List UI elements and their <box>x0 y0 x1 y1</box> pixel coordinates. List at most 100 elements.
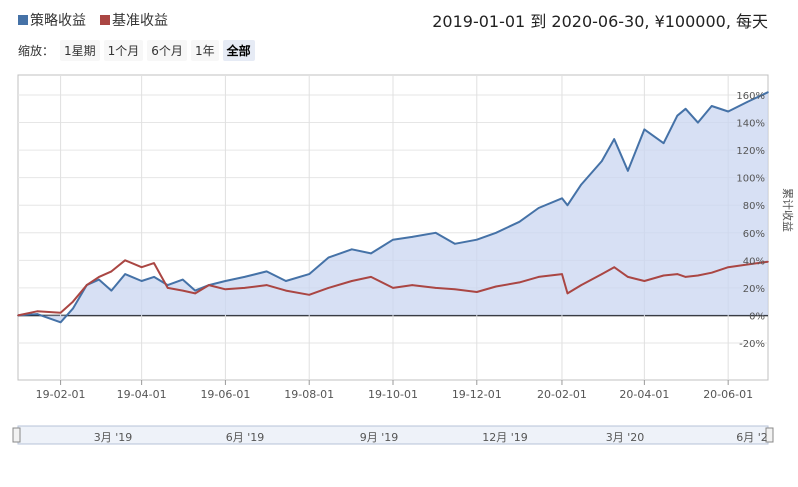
range-info: 2019-01-01 到 2020-06-30, ¥100000, 每天 <box>432 12 768 31</box>
x-tick-label: 19-12-01 <box>452 388 502 401</box>
strategy-point <box>710 105 713 107</box>
strategy-point <box>627 170 629 172</box>
strategy-point <box>537 207 540 209</box>
strategy-point <box>495 232 497 234</box>
x-tick-label: 20-04-01 <box>619 388 669 401</box>
strategy-point <box>285 280 287 282</box>
zoom-bar: 缩放： 1星期 1个月 6个月 1年 全部 <box>18 40 255 61</box>
strategy-point <box>454 243 456 245</box>
benchmark-point <box>224 288 227 291</box>
y-axis-label: 累计收益 <box>781 188 795 232</box>
benchmark-point <box>17 314 19 317</box>
navigator-label: 9月 '19 <box>360 431 399 444</box>
strategy-point <box>392 238 394 241</box>
strategy-point <box>140 280 143 282</box>
benchmark-point <box>392 287 394 289</box>
benchmark-point <box>140 266 143 269</box>
strategy-point <box>601 160 603 162</box>
benchmark-point <box>601 273 603 275</box>
strategy-point <box>697 121 699 124</box>
y-tick-label: 140% <box>736 119 765 130</box>
zoom-button-1w[interactable]: 1星期 <box>60 40 100 61</box>
navigator-label: 6月 '19 <box>226 431 265 444</box>
legend-swatch-benchmark <box>100 15 110 25</box>
legend-label-strategy: 策略收益 <box>30 13 86 29</box>
strategy-point <box>36 313 38 315</box>
benchmark-point <box>727 266 729 269</box>
navigator[interactable]: 3月 '19 6月 '19 9月 '19 12月 '19 3月 '20 6月 '2 <box>12 425 774 445</box>
strategy-point <box>767 91 769 93</box>
benchmark-point <box>110 270 113 273</box>
strategy-point <box>265 270 268 273</box>
x-tick-label: 19-06-01 <box>200 388 250 401</box>
strategy-point <box>243 276 246 278</box>
strategy-point <box>110 289 113 292</box>
benchmark-point <box>153 262 155 264</box>
navigator-label: 3月 '19 <box>94 431 133 444</box>
zoom-button-all[interactable]: 全部 <box>222 40 255 61</box>
x-tick-label: 19-10-01 <box>368 388 418 401</box>
benchmark-point <box>98 276 100 278</box>
legend: 策略收益 基准收益 <box>18 10 168 30</box>
strategy-point <box>518 221 521 223</box>
benchmark-point <box>767 260 769 263</box>
y-tick-label: -20% <box>739 339 765 350</box>
benchmark-point <box>351 280 353 282</box>
strategy-point <box>580 183 582 186</box>
benchmark-point <box>308 294 311 296</box>
benchmark-point <box>580 284 582 286</box>
benchmark-point <box>265 284 268 286</box>
zoom-label: 缩放： <box>18 44 55 58</box>
strategy-point <box>59 321 62 324</box>
strategy-point <box>434 232 437 234</box>
strategy-point <box>561 197 563 200</box>
benchmark-point <box>537 276 540 278</box>
benchmark-point <box>85 284 88 286</box>
y-tick-label: 60% <box>743 229 765 240</box>
zoom-button-6m[interactable]: 6个月 <box>147 40 187 61</box>
strategy-point <box>224 280 227 282</box>
benchmark-point <box>746 263 749 266</box>
strategy-point <box>308 273 311 275</box>
zoom-button-1y[interactable]: 1年 <box>190 40 219 61</box>
x-tick-label: 19-04-01 <box>117 388 167 401</box>
benchmark-point <box>72 300 74 303</box>
benchmark-point <box>454 288 456 291</box>
zoom-button-1m[interactable]: 1个月 <box>103 40 144 61</box>
strategy-point <box>194 289 196 292</box>
benchmark-point <box>327 287 330 289</box>
y-tick-label: 40% <box>743 256 765 267</box>
strategy-point <box>746 101 749 103</box>
strategy-point <box>370 252 372 255</box>
strategy-area <box>18 92 768 323</box>
legend-swatch-strategy <box>18 15 28 25</box>
y-tick-label: 80% <box>743 201 765 212</box>
strategy-point <box>566 204 569 206</box>
x-tick-label: 20-06-01 <box>703 388 753 401</box>
y-tick-labels: -20% 0% 20% 40% 60% 80% 100% 120% 140% 160% <box>736 91 765 350</box>
benchmark-point <box>561 273 563 275</box>
strategy-point <box>476 238 478 241</box>
benchmark-point <box>370 276 372 278</box>
strategy-point <box>351 248 353 251</box>
benchmark-point <box>495 285 497 288</box>
x-tick-label: 20-02-01 <box>537 388 587 401</box>
benchmark-point <box>243 287 246 289</box>
navigator-handle-left <box>12 427 21 443</box>
series-areas <box>18 92 768 323</box>
benchmark-point <box>166 287 169 289</box>
benchmark-point <box>208 284 210 286</box>
strategy-point <box>124 273 126 275</box>
benchmark-point <box>36 310 38 313</box>
strategy-point <box>613 138 615 140</box>
benchmark-point <box>710 271 713 274</box>
navigator-label: 12月 '19 <box>482 431 528 444</box>
legend-item-strategy[interactable]: 策略收益 <box>18 10 86 30</box>
strategy-point <box>727 110 729 113</box>
legend-item-benchmark[interactable]: 基准收益 <box>100 10 168 30</box>
benchmark-point <box>434 287 437 289</box>
benchmark-point <box>697 274 699 277</box>
benchmark-point <box>182 289 184 292</box>
strategy-point <box>98 278 100 281</box>
